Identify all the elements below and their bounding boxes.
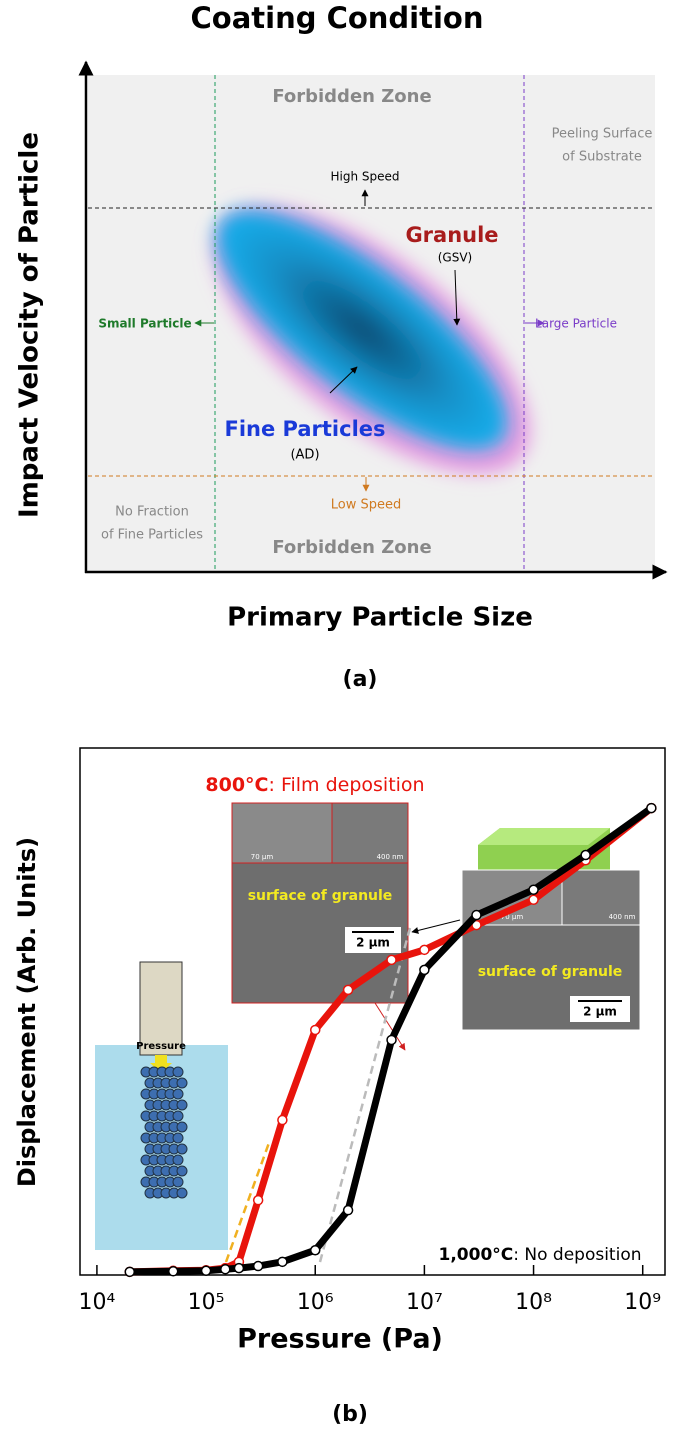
data-point xyxy=(471,909,482,921)
region-label: Fine Particles xyxy=(224,417,385,441)
x-tick-label: 10⁷ xyxy=(406,1290,443,1315)
data-point xyxy=(419,964,430,976)
data-point xyxy=(252,1194,264,1206)
series-name: 1,000°C xyxy=(439,1245,514,1265)
data-point xyxy=(277,1114,288,1126)
x-tick-label: 10⁵ xyxy=(188,1290,225,1315)
limit-label: Small Particle xyxy=(98,317,191,331)
series-annotation: 1,000°C: No deposition xyxy=(439,1245,642,1265)
scale-label: 2 μm xyxy=(583,1005,617,1019)
zone-label: of Substrate xyxy=(562,150,642,165)
data-point xyxy=(233,1262,245,1274)
sem-image xyxy=(561,869,641,926)
particle xyxy=(176,1165,188,1177)
fine-region xyxy=(216,210,508,450)
particle xyxy=(172,1132,184,1144)
arrow xyxy=(374,1002,406,1051)
pressure-label: Pressure xyxy=(136,1041,186,1052)
series-note: : No deposition xyxy=(513,1245,641,1265)
scale-label: 2 μm xyxy=(356,936,390,950)
x-label: Pressure (Pa) xyxy=(237,1324,443,1355)
series-annotation: 800°C: Film deposition xyxy=(205,774,424,796)
particle xyxy=(172,1110,184,1122)
y-label: Displacement (Arb. Units) xyxy=(13,837,41,1187)
caption: (b) xyxy=(332,1402,368,1427)
piston xyxy=(139,961,183,1056)
data-point xyxy=(252,1260,264,1272)
zone-label: Forbidden Zone xyxy=(272,86,431,107)
data-point xyxy=(646,802,657,814)
limit-label: Low Speed xyxy=(331,498,401,513)
arrow xyxy=(453,269,461,326)
sem-image xyxy=(231,802,333,864)
particle xyxy=(172,1154,184,1166)
scale-label: 70 μm xyxy=(251,853,274,861)
particle xyxy=(172,1088,184,1100)
sem-image xyxy=(331,802,409,864)
data-point xyxy=(580,849,591,861)
data-point xyxy=(386,954,397,966)
scale-label: 400 nm xyxy=(609,913,636,921)
data-point xyxy=(419,944,430,956)
x-label: Primary Particle Size xyxy=(227,603,533,633)
particle xyxy=(172,1176,184,1188)
particle xyxy=(176,1143,188,1155)
arrow xyxy=(329,366,358,394)
data-point xyxy=(386,1034,397,1046)
scale-label: 70 μm xyxy=(501,913,524,921)
region-note: (AD) xyxy=(290,448,319,463)
data-point xyxy=(342,1204,354,1216)
x-tick-label: 10⁹ xyxy=(624,1290,661,1315)
data-point xyxy=(528,894,539,906)
limit-label: High Speed xyxy=(330,170,399,184)
panel-a: Coating Condition Impact Velocity of Par… xyxy=(15,1,668,692)
x-tick-label: 10⁴ xyxy=(78,1290,115,1315)
region-label: Granule xyxy=(405,223,498,247)
particles xyxy=(140,1066,188,1199)
data-point xyxy=(471,919,482,931)
data-point xyxy=(200,1265,212,1277)
particle xyxy=(172,1066,184,1078)
zone-label: Peeling Surface xyxy=(552,127,653,142)
x-tick-label: 10⁸ xyxy=(515,1290,552,1315)
zone-label: Forbidden Zone xyxy=(272,537,431,558)
title: Coating Condition xyxy=(190,1,483,35)
inset-title: surface of granule xyxy=(478,964,623,980)
zone-label: No Fraction xyxy=(115,505,189,520)
region-note: (GSV) xyxy=(438,251,473,265)
particle xyxy=(176,1187,188,1199)
data-point xyxy=(277,1256,288,1268)
data-point xyxy=(342,984,354,996)
zone-label: of Fine Particles xyxy=(101,528,203,543)
panel-b: Displacement (Arb. Units) Pressure (Pa) … xyxy=(13,747,666,1427)
substrate xyxy=(478,828,610,845)
fit-line xyxy=(224,1139,272,1263)
scale-label: 400 nm xyxy=(377,853,404,861)
data-point xyxy=(528,884,539,896)
arrow xyxy=(150,1055,172,1073)
caption: (a) xyxy=(343,667,378,692)
particle xyxy=(176,1077,188,1089)
data-point xyxy=(309,1024,321,1036)
data-point xyxy=(309,1244,321,1256)
data-point xyxy=(167,1266,179,1277)
x-tick-label: 10⁶ xyxy=(297,1290,334,1315)
limit-label: Large Particle xyxy=(535,317,617,331)
data-point xyxy=(220,1263,231,1275)
plot-frame xyxy=(79,747,666,1276)
series-note: : Film deposition xyxy=(269,774,425,796)
particle xyxy=(176,1121,188,1133)
series-name: 800°C xyxy=(205,774,268,796)
arrow xyxy=(411,919,461,934)
fit-line xyxy=(318,927,412,1263)
data-point xyxy=(124,1266,136,1278)
y-label: Impact Velocity of Particle xyxy=(15,132,45,518)
inset-title: surface of granule xyxy=(248,888,393,904)
particle xyxy=(176,1099,188,1111)
